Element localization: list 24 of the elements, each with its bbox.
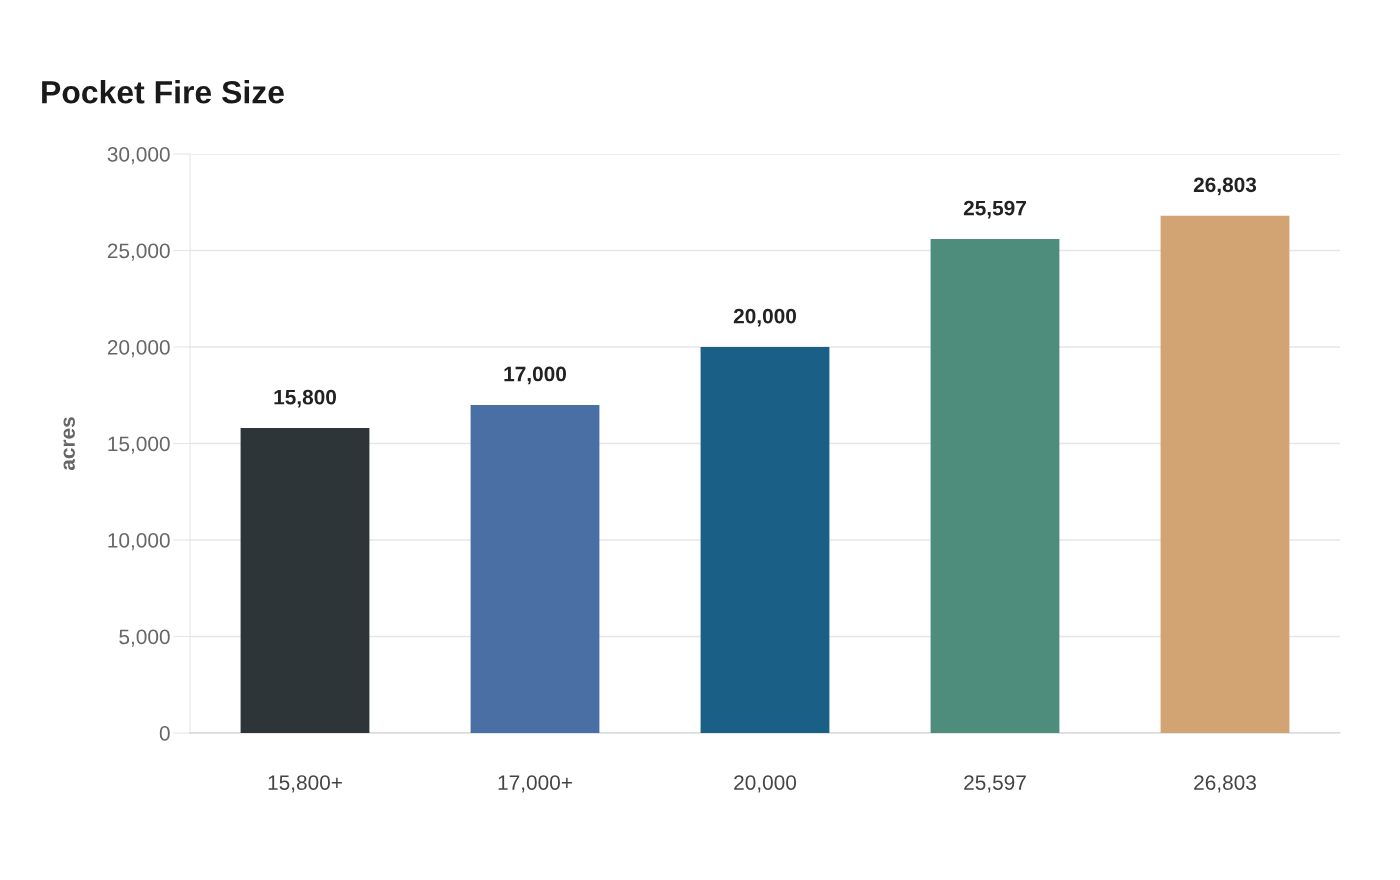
y-tick-label: 0 <box>159 726 170 741</box>
bar <box>470 404 600 733</box>
y-tick-label: 25,000 <box>107 243 170 261</box>
x-tick-label: 25,597 <box>964 775 1026 793</box>
data-label: 15,800 <box>274 389 337 408</box>
data-label: 25,597 <box>963 200 1026 219</box>
bar <box>240 428 370 733</box>
bar <box>930 238 1060 733</box>
bar <box>1160 215 1290 733</box>
y-tick-label: 15,000 <box>108 436 170 454</box>
x-tick-label: 17,000+ <box>498 775 572 793</box>
y-tick-label: 10,000 <box>108 533 170 551</box>
y-tick-label: 5,000 <box>119 629 170 647</box>
y-tick-label: 30,000 <box>107 147 170 165</box>
bar <box>700 347 830 733</box>
y-axis-title: acres <box>63 417 75 471</box>
data-label: 26,803 <box>1193 177 1257 196</box>
x-tick-label: 15,800+ <box>268 775 342 793</box>
data-label: 20,000 <box>733 308 797 327</box>
x-tick-label: 20,000 <box>734 775 797 793</box>
y-tick-label: 20,000 <box>107 340 170 358</box>
chart-title: Pocket Fire Size <box>42 80 284 104</box>
x-tick-label: 26,803 <box>1194 775 1256 793</box>
data-label: 17,000 <box>504 366 567 385</box>
